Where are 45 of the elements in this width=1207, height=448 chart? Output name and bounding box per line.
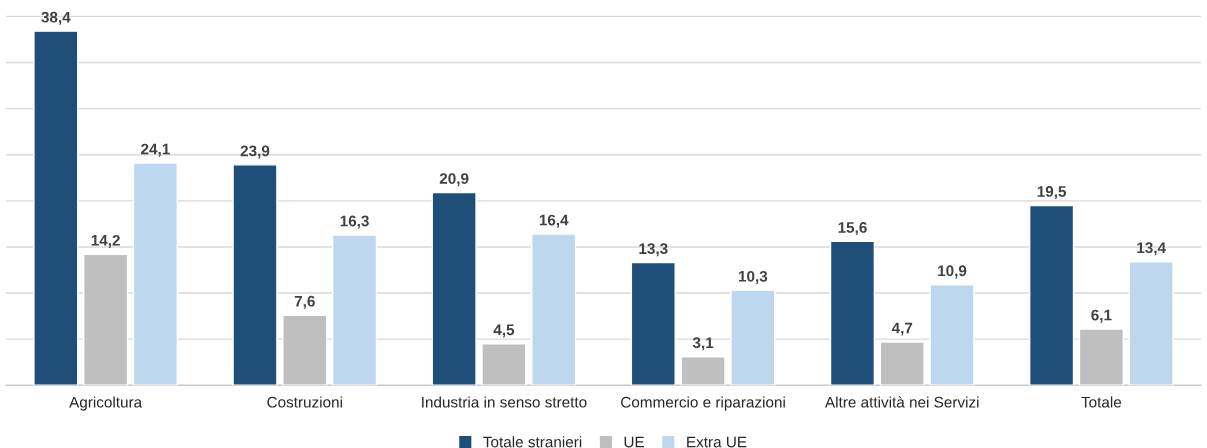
bar (531, 233, 577, 386)
x-tick-label: Altre attività nei Servizi (825, 396, 979, 408)
bar (33, 30, 79, 386)
bar (331, 234, 378, 386)
data-label: 3,1 (692, 337, 714, 351)
bar (132, 162, 179, 386)
bar (630, 261, 676, 386)
x-tick-label: Industria in senso stretto (422, 396, 587, 408)
data-label: 15,6 (838, 222, 867, 236)
data-label: 4,5 (493, 324, 515, 338)
bar (929, 284, 975, 386)
data-label: 14,2 (91, 234, 120, 248)
data-label: 16,4 (539, 214, 569, 228)
x-tick-label: Agricoltura (69, 396, 143, 411)
bar (83, 253, 129, 386)
data-label: 24,1 (141, 143, 170, 157)
x-tick-label: Commercio e riparazioni (621, 396, 785, 411)
data-label: 19,5 (1037, 186, 1067, 200)
bar (879, 341, 925, 386)
data-label: 13,3 (639, 243, 668, 257)
bar (232, 164, 278, 386)
x-tick-label: Totale (1081, 396, 1122, 408)
bar (282, 314, 328, 386)
data-label: 23,9 (240, 145, 270, 159)
bar (1028, 204, 1075, 386)
data-label: 10,9 (938, 265, 967, 279)
data-label: 10,3 (738, 270, 768, 284)
bar (730, 289, 776, 386)
bar (1078, 328, 1124, 386)
legend-label: UE (624, 436, 645, 448)
bar (481, 343, 527, 386)
bar (829, 240, 876, 386)
data-label: 20,9 (439, 173, 469, 187)
legend-label: Extra UE (687, 436, 747, 448)
data-label: 13,4 (1137, 242, 1166, 256)
bar (680, 355, 726, 386)
data-label: 4,7 (891, 322, 913, 336)
x-tick-label: Costruzioni (267, 396, 342, 408)
data-label: 16,3 (340, 215, 369, 229)
data-label: 38,4 (41, 11, 71, 25)
bar (1128, 261, 1174, 386)
data-label: 7,6 (294, 295, 315, 309)
legend-label: Totale stranieri (483, 436, 582, 448)
data-label: 6,1 (1091, 309, 1112, 323)
bar (431, 191, 477, 386)
